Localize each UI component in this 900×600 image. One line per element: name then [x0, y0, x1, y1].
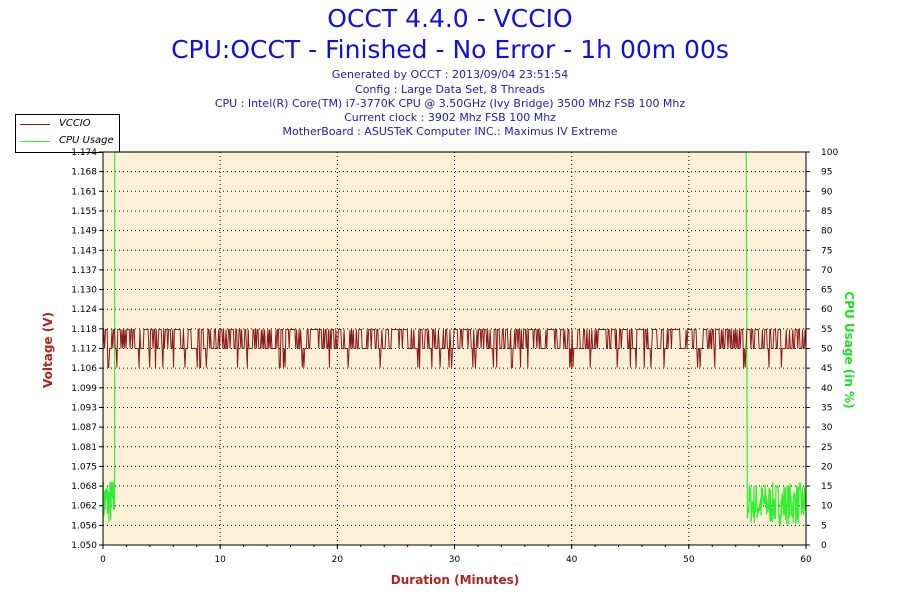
y-right-tick-label: 15: [821, 482, 832, 492]
y-left-tick-label: 1.143: [71, 246, 97, 256]
y-axis-label-right: CPU Usage (in %): [842, 291, 856, 408]
y-axis-label-left: Voltage (V): [41, 312, 55, 388]
y-left-tick-label: 1.174: [71, 148, 97, 158]
y-right-tick-label: 45: [821, 364, 832, 374]
y-left-tick-label: 1.099: [71, 384, 97, 394]
y-left-tick-label: 1.062: [71, 502, 97, 512]
y-left-tick-label: 1.118: [71, 325, 97, 335]
y-left-tick-label: 1.075: [71, 462, 97, 472]
x-tick-label: 40: [566, 555, 578, 565]
y-left-tick-label: 1.056: [71, 521, 97, 531]
y-right-tick-label: 80: [821, 227, 833, 237]
y-left-tick-label: 1.130: [71, 286, 97, 296]
y-left-tick-label: 1.087: [71, 423, 97, 433]
x-tick-label: 30: [449, 555, 461, 565]
y-right-tick-label: 100: [821, 148, 838, 158]
info-config: Config : Large Data Set, 8 Threads: [355, 83, 545, 96]
y-left-tick-label: 1.168: [71, 168, 97, 178]
y-left-tick-label: 1.137: [71, 266, 97, 276]
y-left-tick-label: 1.093: [71, 403, 97, 413]
x-tick-label: 0: [100, 555, 106, 565]
legend-swatch-vccio: [20, 124, 50, 125]
y-right-tick-label: 60: [821, 305, 833, 315]
y-left-tick-label: 1.068: [71, 482, 97, 492]
y-right-tick-label: 5: [821, 521, 827, 531]
y-right-tick-label: 50: [821, 345, 833, 355]
legend-label-vccio: VCCIO: [59, 118, 91, 129]
y-right-tick-label: 95: [821, 168, 832, 178]
x-tick-label: 10: [214, 555, 226, 565]
y-right-tick-label: 75: [821, 246, 832, 256]
y-right-tick-label: 10: [821, 502, 833, 512]
y-right-tick-label: 25: [821, 443, 832, 453]
info-generated: Generated by OCCT : 2013/09/04 23:51:54: [331, 68, 569, 81]
y-left-tick-label: 1.081: [71, 443, 97, 453]
x-tick-label: 60: [800, 555, 812, 565]
chart-subtitle: CPU:OCCT - Finished - No Error - 1h 00m …: [171, 35, 729, 64]
y-left-tick-label: 1.124: [71, 305, 97, 315]
y-right-tick-label: 70: [821, 266, 833, 276]
info-clock: Current clock : 3902 Mhz FSB 100 Mhz: [344, 111, 556, 124]
x-tick-label: 50: [683, 555, 695, 565]
chart-title: OCCT 4.4.0 - VCCIO: [327, 4, 573, 33]
y-left-tick-label: 1.106: [71, 364, 97, 374]
legend-swatch-cpu-usage: [20, 141, 50, 142]
y-right-tick-label: 20: [821, 462, 833, 472]
y-left-tick-label: 1.161: [71, 187, 97, 197]
y-right-tick-label: 40: [821, 384, 833, 394]
info-motherboard: MotherBoard : ASUSTeK Computer INC.: Max…: [282, 125, 618, 138]
y-right-tick-label: 55: [821, 325, 832, 335]
y-right-tick-label: 30: [821, 423, 833, 433]
y-left-tick-label: 1.155: [71, 207, 97, 217]
y-right-tick-label: 35: [821, 403, 832, 413]
legend-label-cpu-usage: CPU Usage: [59, 135, 114, 146]
y-right-tick-label: 85: [821, 207, 832, 217]
x-tick-label: 20: [332, 555, 344, 565]
x-axis-label: Duration (Minutes): [391, 573, 519, 587]
legend: VCCIO CPU Usage: [15, 114, 120, 153]
y-right-tick-label: 90: [821, 187, 833, 197]
series-line-vccio: [102, 329, 807, 368]
y-left-tick-label: 1.149: [71, 227, 97, 237]
info-cpu: CPU : Intel(R) Core(TM) i7-3770K CPU @ 3…: [214, 97, 686, 110]
y-right-tick-label: 0: [821, 541, 827, 551]
y-left-tick-label: 1.112: [71, 345, 97, 355]
y-right-tick-label: 65: [821, 286, 832, 296]
series-line-cpu-usage: [102, 151, 807, 526]
y-left-tick-label: 1.050: [71, 541, 97, 551]
